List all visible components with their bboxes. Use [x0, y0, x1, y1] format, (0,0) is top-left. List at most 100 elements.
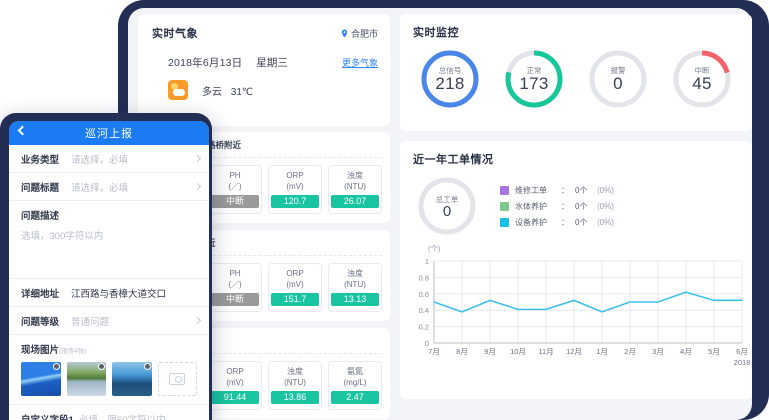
metric-card[interactable]: PH (／) 中断 — [208, 263, 262, 312]
weather-date-row: 2018年6月13日 星期三 更多气象 — [138, 41, 390, 70]
field-issue-description[interactable]: 问题描述 选填，300字符以内 — [9, 201, 209, 279]
gauge-label: 正常 — [526, 66, 542, 75]
field-issue-level[interactable]: 问题等级 普通问题 — [9, 307, 209, 335]
location-pin-icon — [340, 28, 349, 38]
metric-card[interactable]: ORP (mV) 91.44 — [208, 361, 262, 410]
metric-name: ORP — [286, 269, 304, 278]
field-detail-address-label: 详细地址 — [21, 288, 60, 300]
remove-badge-icon[interactable] — [143, 363, 151, 370]
x-tick-label: 10月 — [510, 347, 526, 356]
legend-colon: ： — [561, 185, 569, 195]
weather-condition-row: 多云 31℃ — [138, 70, 390, 100]
metric-value: 中断 — [211, 195, 259, 208]
weather-temperature: 31℃ — [230, 86, 254, 98]
more-weather-link[interactable]: 更多气象 — [341, 58, 378, 68]
metric-card[interactable]: ORP (mV) 151.7 — [268, 263, 322, 312]
field-detail-address[interactable]: 详细地址 江西路与香樟大道交口 — [9, 279, 209, 307]
metric-name: PH — [229, 269, 241, 278]
legend-count: 0个 — [575, 217, 588, 227]
gauge-value: 218 — [435, 74, 465, 93]
weather-header: 实时气象 合肥市 — [138, 14, 390, 41]
legend-item-水体养护: 水体养护 ： 0个 (0%) — [500, 201, 614, 212]
x-tick-label: 1月 — [596, 347, 608, 356]
x-tick-label: 7月 — [428, 347, 440, 356]
metric-value: 13.86 — [271, 391, 319, 404]
riverbank-trees-photo[interactable] — [66, 362, 106, 396]
field-detail-address-value: 江西路与香樟大道交口 — [71, 288, 167, 300]
remove-badge-icon[interactable] — [98, 363, 105, 370]
metric-card[interactable]: 氨氮 (mg/L) 2.47 — [328, 361, 382, 410]
field-business-type-label: 业务类型 — [21, 154, 60, 166]
weather-date: 2018年6月13日 — [168, 57, 243, 69]
metric-card[interactable]: ORP (mV) 120.7 — [268, 165, 322, 214]
gauge-label: 报警 — [610, 66, 626, 75]
site-photo-thumbnails — [21, 362, 198, 396]
field-custom-1[interactable]: 自定义字段1 必填，限50字符以内 — [9, 405, 209, 420]
mobile-app-overlay: 巡河上报 业务类型 请选择，必填 问题标题 请选择，必填 问题描述 选填，300… — [0, 113, 212, 420]
legend-name: 维修工单 — [515, 185, 547, 195]
legend-item-维修工单: 维修工单 ： 0个 (0%) — [500, 185, 614, 196]
x-axis-year: 2018 — [734, 358, 751, 367]
workorder-legend: 维修工单 ： 0个 (0%) 水体养护 ： 0个 (0%) 设备养护 ： 0个 (0%) — [500, 185, 614, 228]
gauge-value: 45 — [692, 74, 712, 93]
app-titlebar: 巡河上报 — [9, 121, 209, 145]
field-issue-level-placeholder: 普通问题 — [71, 316, 110, 328]
sun-cloud-icon — [168, 80, 188, 100]
x-tick-label: 2月 — [624, 347, 636, 356]
site-photos-hint: (限传4张) — [59, 348, 87, 355]
chevron-right-icon — [193, 316, 202, 325]
metric-value: 13.13 — [331, 293, 379, 306]
metric-unit: (／) — [228, 280, 242, 289]
y-tick-label: 0.8 — [419, 273, 429, 282]
y-tick-label: 0.6 — [419, 290, 429, 299]
metric-card[interactable]: PH (／) 中断 — [208, 165, 262, 214]
total-workorder-donut: 总工单 0 — [416, 175, 478, 237]
field-custom-1-placeholder: 必填，限50字符以内 — [79, 414, 166, 420]
y-tick-label: 0.4 — [419, 306, 429, 315]
weather-weekday: 星期三 — [256, 57, 288, 69]
realtime-weather-card: 实时气象 合肥市 2018年6月13日 星期三 更多气象 多云 31℃ — [138, 14, 390, 126]
metric-name: 浊度 — [347, 171, 363, 180]
metric-value: 91.44 — [211, 391, 259, 404]
field-issue-title-placeholder: 请选择，必填 — [71, 182, 129, 194]
workorder-line-chart: 0 0.2 0.4 0.6 0.8 1 7月 8月 9月 10月 11月 12月 1月 2月 3月 4月 5月 6… — [400, 255, 752, 378]
x-tick-label: 11月 — [538, 347, 553, 356]
river-fence-photo[interactable] — [112, 362, 152, 396]
legend-swatch-icon — [500, 201, 509, 211]
metric-unit: (NTU) — [344, 280, 366, 289]
total-workorder-value: 0 — [442, 203, 452, 220]
metric-card[interactable]: 浊度 (NTU) 26.07 — [328, 165, 382, 214]
workorder-title: 近一年工单情况 — [413, 154, 494, 166]
x-tick-label: 8月 — [456, 347, 468, 356]
gauge-正常: 正常 173 — [503, 48, 565, 110]
field-issue-description-label: 问题描述 — [21, 211, 60, 222]
app-title: 巡河上报 — [85, 128, 133, 140]
weather-condition-text: 多云 — [202, 86, 222, 98]
x-tick-label: 6月 — [736, 347, 748, 356]
metric-unit: (mV) — [286, 280, 304, 289]
metric-card[interactable]: 浊度 (NTU) 13.86 — [268, 361, 322, 410]
field-issue-title[interactable]: 问题标题 请选择，必填 — [9, 173, 209, 201]
metric-unit: (NTU) — [344, 182, 366, 191]
workorder-card: 近一年工单情况 总工单 0 维修工单： 0个 (0%) 水体养护： 0个 (0%) 设备养护… — [400, 141, 752, 399]
field-issue-level-label: 问题等级 — [21, 316, 60, 328]
field-business-type[interactable]: 业务类型 请选择，必填 — [9, 145, 209, 173]
remove-badge-icon[interactable] — [52, 363, 60, 370]
metric-value: 中断 — [211, 293, 259, 306]
weather-city-label: 合肥市 — [350, 28, 378, 39]
metric-value: 2.47 — [331, 391, 379, 404]
y-tick-label: 0.2 — [419, 323, 429, 332]
add-photo-button[interactable] — [157, 362, 198, 396]
metric-name: ORP — [226, 367, 244, 376]
legend-percent: (0%) — [597, 185, 614, 195]
river-railing-photo[interactable] — [21, 362, 61, 396]
total-workorder-label: 总工单 — [435, 195, 459, 204]
field-business-type-placeholder: 请选择，必填 — [71, 154, 129, 166]
gauge-label: 总信号 — [438, 66, 462, 75]
legend-name: 水体养护 — [515, 201, 547, 211]
metric-unit: (mg/L) — [343, 378, 367, 387]
monitor-title: 实时监控 — [413, 27, 459, 39]
metric-value: 26.07 — [331, 195, 379, 208]
metric-card[interactable]: 浊度 (NTU) 13.13 — [328, 263, 382, 312]
field-site-photos: 现场图片(限传4张) — [9, 335, 209, 405]
